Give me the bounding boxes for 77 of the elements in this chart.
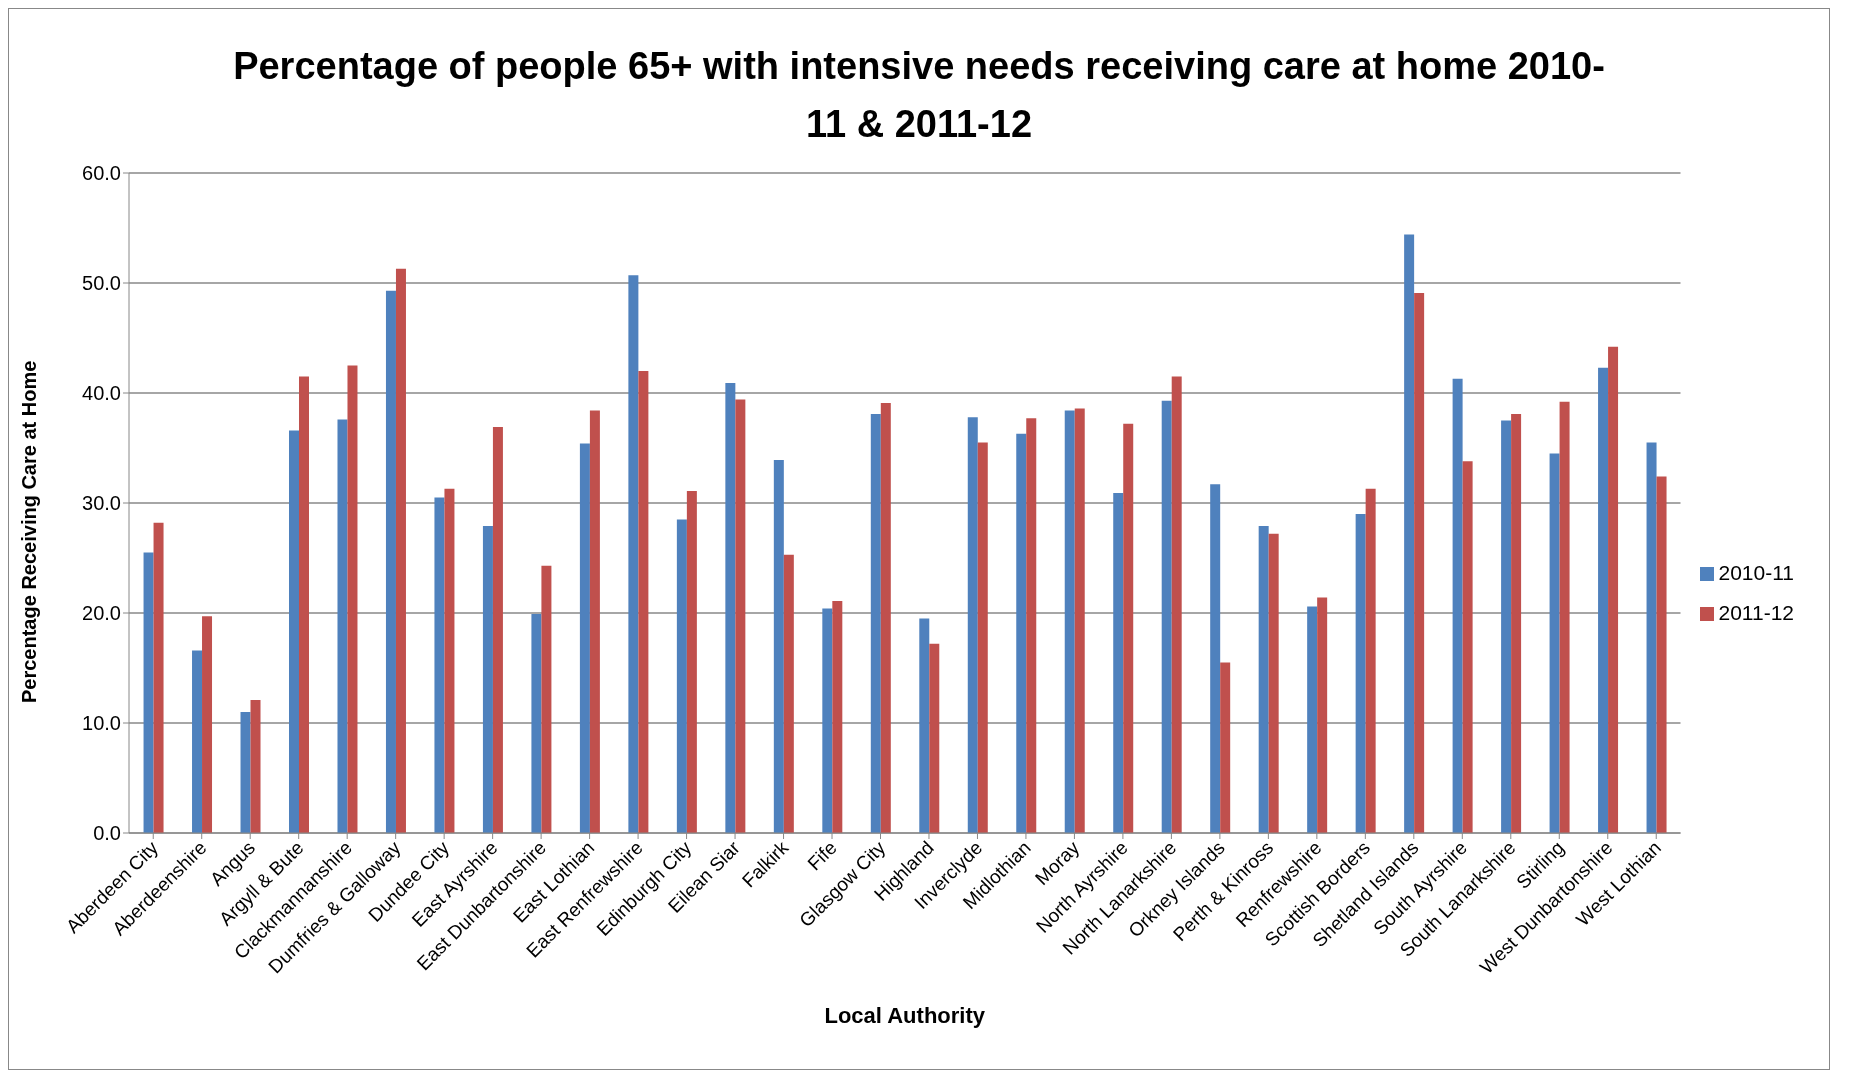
bar xyxy=(434,497,445,833)
bar xyxy=(395,268,406,833)
bar xyxy=(1656,476,1667,833)
bar xyxy=(1220,662,1231,833)
bar xyxy=(1452,378,1463,833)
bar xyxy=(299,376,309,833)
bar xyxy=(783,554,794,833)
bar xyxy=(1559,401,1570,833)
bar xyxy=(1355,514,1366,833)
bar xyxy=(385,290,396,833)
bar xyxy=(347,365,358,833)
bar xyxy=(1317,597,1328,833)
y-tick-label: 20.0 xyxy=(82,602,121,625)
y-tick-label: 50.0 xyxy=(82,272,121,295)
bar xyxy=(1258,526,1269,833)
bar xyxy=(1016,433,1027,833)
bar xyxy=(1026,418,1037,833)
bar xyxy=(735,399,746,833)
bar xyxy=(1501,420,1512,833)
bar xyxy=(444,488,455,833)
bar xyxy=(1074,408,1085,833)
y-axis-title: Percentage Receiving Care at Home xyxy=(18,360,41,703)
x-tick-label: Fife xyxy=(803,836,841,875)
bar xyxy=(773,460,784,833)
bar xyxy=(589,410,600,833)
bar xyxy=(1210,484,1221,833)
bar xyxy=(1171,376,1182,833)
legend-label: 2011-12 xyxy=(1718,601,1794,624)
bar xyxy=(1064,410,1075,833)
bar xyxy=(531,614,542,833)
bar xyxy=(1268,533,1279,833)
bar xyxy=(929,643,940,833)
bar xyxy=(1511,413,1522,833)
y-tick-label: 0.0 xyxy=(93,822,121,845)
bar xyxy=(1307,606,1318,833)
bar xyxy=(977,442,988,833)
bar xyxy=(492,427,503,833)
bar xyxy=(822,608,833,833)
bar xyxy=(1549,453,1560,833)
bar xyxy=(638,371,649,833)
bar xyxy=(832,600,843,833)
bar xyxy=(202,616,213,833)
bar xyxy=(240,712,251,833)
bar xyxy=(676,519,687,833)
bar xyxy=(579,443,590,833)
y-tick-label: 10.0 xyxy=(82,712,121,735)
bar xyxy=(967,417,978,833)
bar xyxy=(1414,292,1425,833)
legend-label: 2010-11 xyxy=(1718,561,1794,584)
bar xyxy=(1404,234,1415,833)
bar xyxy=(289,430,299,833)
bar xyxy=(143,552,154,833)
x-axis-title: Local Authority xyxy=(824,1003,986,1028)
bar xyxy=(1123,423,1134,833)
bar xyxy=(250,699,261,833)
bar xyxy=(153,522,164,833)
bar xyxy=(725,383,736,833)
bar xyxy=(541,565,552,833)
bar xyxy=(919,618,930,833)
chart-title: Percentage of people 65+ with intensive needs receiving care at home 2010-11 & 2011-12 xyxy=(232,44,1606,147)
bar xyxy=(1365,488,1376,833)
bar xyxy=(870,413,881,833)
bar xyxy=(1598,367,1609,833)
bar xyxy=(1161,400,1172,833)
bar xyxy=(1462,461,1473,833)
bar xyxy=(1608,346,1619,833)
bar xyxy=(192,650,203,833)
bar xyxy=(1113,493,1124,833)
y-tick-label: 60.0 xyxy=(82,162,121,185)
bar xyxy=(880,402,891,833)
bar xyxy=(1646,442,1657,833)
y-tick-label: 30.0 xyxy=(82,492,121,515)
bar xyxy=(628,275,639,833)
bar xyxy=(686,490,697,833)
bar xyxy=(337,419,348,833)
bar xyxy=(482,526,493,833)
y-tick-label: 40.0 xyxy=(82,382,121,405)
